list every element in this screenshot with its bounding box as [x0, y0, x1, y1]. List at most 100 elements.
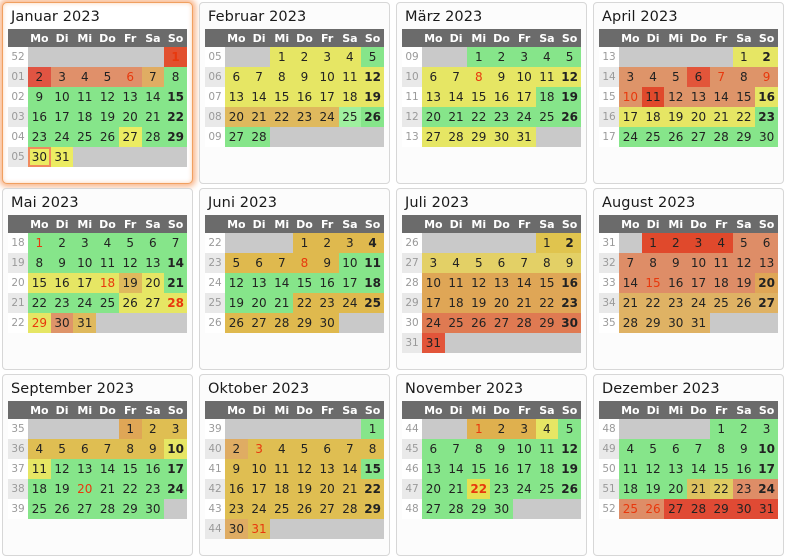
day-cell[interactable]: 13	[225, 87, 248, 107]
day-cell[interactable]: 10	[512, 439, 536, 459]
day-cell[interactable]: 18	[96, 273, 119, 293]
day-cell[interactable]: 3	[512, 419, 536, 439]
day-cell[interactable]: 28	[96, 499, 119, 519]
day-cell[interactable]: 19	[558, 87, 581, 107]
day-cell[interactable]: 20	[687, 107, 710, 127]
day-cell[interactable]: 16	[490, 459, 513, 479]
day-cell[interactable]: 9	[225, 459, 248, 479]
day-cell[interactable]: 13	[422, 459, 445, 479]
day-cell[interactable]: 18	[709, 273, 733, 293]
day-cell[interactable]: 6	[687, 67, 710, 87]
day-cell[interactable]: 26	[225, 313, 248, 333]
month-panel[interactable]: August 2023 Mo Di Mi Do Fr Sa So 31 1 2 3 4 5 6 32 7 8 9 10…	[593, 188, 784, 370]
day-cell[interactable]: 19	[664, 107, 688, 127]
day-cell[interactable]: 30	[558, 313, 581, 333]
day-cell[interactable]: 11	[73, 87, 97, 107]
day-cell[interactable]: 3	[619, 67, 642, 87]
day-cell[interactable]: 11	[535, 439, 559, 459]
day-cell[interactable]: 19	[293, 479, 316, 499]
day-cell[interactable]: 23	[755, 107, 778, 127]
day-cell[interactable]: 7	[619, 253, 642, 273]
day-cell[interactable]: 18	[28, 479, 51, 499]
day-cell[interactable]: 26	[293, 499, 316, 519]
day-cell[interactable]: 26	[118, 293, 142, 313]
day-cell[interactable]: 19	[467, 293, 491, 313]
day-cell[interactable]: 21	[164, 273, 187, 293]
day-cell[interactable]: 8	[28, 253, 51, 273]
day-cell[interactable]: 15	[732, 87, 756, 107]
day-cell[interactable]: 5	[293, 439, 316, 459]
day-cell[interactable]: 8	[361, 439, 384, 459]
day-cell[interactable]: 26	[664, 127, 688, 147]
day-cell[interactable]: 6	[422, 439, 445, 459]
day-cell[interactable]: 21	[444, 479, 468, 499]
day-cell[interactable]: 31	[247, 519, 271, 539]
day-cell[interactable]: 14	[270, 273, 294, 293]
day-cell[interactable]: 23	[50, 293, 74, 313]
day-cell[interactable]: 21	[270, 293, 294, 313]
day-cell[interactable]: 20	[490, 293, 513, 313]
month-panel[interactable]: September 2023 Mo Di Mi Do Fr Sa So 35 1 2 3 36 4 5 6 7 8…	[2, 374, 193, 556]
day-cell[interactable]: 15	[361, 459, 384, 479]
day-cell[interactable]: 17	[687, 273, 710, 293]
day-cell[interactable]: 14	[444, 87, 468, 107]
day-cell[interactable]: 18	[444, 293, 468, 313]
day-cell[interactable]: 25	[338, 107, 362, 127]
day-cell[interactable]: 5	[361, 47, 384, 67]
day-cell[interactable]: 1	[535, 233, 559, 253]
day-cell[interactable]: 2	[315, 233, 339, 253]
day-cell[interactable]: 10	[247, 459, 271, 479]
day-cell[interactable]: 7	[512, 253, 536, 273]
day-cell[interactable]: 12	[96, 87, 119, 107]
day-cell[interactable]: 27	[664, 499, 688, 519]
day-cell[interactable]: 4	[338, 47, 362, 67]
day-cell[interactable]: 18	[73, 107, 97, 127]
day-cell[interactable]: 1	[732, 47, 756, 67]
day-cell[interactable]: 10	[338, 253, 362, 273]
day-cell[interactable]: 27	[490, 313, 513, 333]
day-cell[interactable]: 22	[118, 479, 142, 499]
day-cell[interactable]: 15	[709, 459, 733, 479]
day-cell[interactable]: 2	[490, 419, 513, 439]
day-cell[interactable]: 2	[558, 233, 581, 253]
day-cell[interactable]: 16	[490, 87, 513, 107]
day-cell[interactable]: 17	[164, 459, 187, 479]
day-cell[interactable]: 21	[96, 479, 119, 499]
day-cell[interactable]: 23	[558, 293, 581, 313]
day-cell[interactable]: 14	[141, 87, 165, 107]
day-cell[interactable]: 2	[732, 419, 756, 439]
day-cell[interactable]: 6	[141, 233, 165, 253]
day-cell[interactable]: 11	[270, 459, 294, 479]
day-cell[interactable]: 11	[709, 253, 733, 273]
day-cell[interactable]: 15	[535, 273, 559, 293]
day-cell[interactable]: 9	[28, 87, 51, 107]
day-cell[interactable]: 30	[490, 499, 513, 519]
day-cell[interactable]: 21	[512, 293, 536, 313]
day-cell[interactable]: 7	[444, 439, 468, 459]
day-cell[interactable]: 13	[141, 253, 165, 273]
day-cell[interactable]: 14	[247, 87, 271, 107]
day-cell[interactable]: 28	[444, 127, 468, 147]
day-cell[interactable]: 25	[270, 499, 294, 519]
day-cell[interactable]: 2	[293, 47, 316, 67]
day-cell[interactable]: 3	[512, 47, 536, 67]
day-cell[interactable]: 19	[96, 107, 119, 127]
day-cell[interactable]: 6	[73, 439, 97, 459]
day-cell[interactable]: 29	[732, 127, 756, 147]
day-cell[interactable]: 3	[755, 419, 778, 439]
day-cell[interactable]: 5	[664, 67, 688, 87]
day-cell[interactable]: 27	[422, 127, 445, 147]
day-cell[interactable]: 9	[664, 253, 688, 273]
day-cell[interactable]: 15	[293, 273, 316, 293]
day-cell[interactable]: 2	[225, 439, 248, 459]
day-cell[interactable]: 25	[361, 293, 384, 313]
day-cell[interactable]: 26	[50, 499, 74, 519]
day-cell[interactable]: 11	[641, 87, 665, 107]
day-cell[interactable]: 15	[270, 87, 294, 107]
day-cell[interactable]: 22	[467, 479, 491, 499]
day-cell[interactable]: 22	[293, 293, 316, 313]
day-cell[interactable]: 2	[141, 419, 165, 439]
day-cell[interactable]: 16	[755, 87, 778, 107]
day-cell[interactable]: 9	[50, 253, 74, 273]
day-cell[interactable]: 10	[687, 253, 710, 273]
